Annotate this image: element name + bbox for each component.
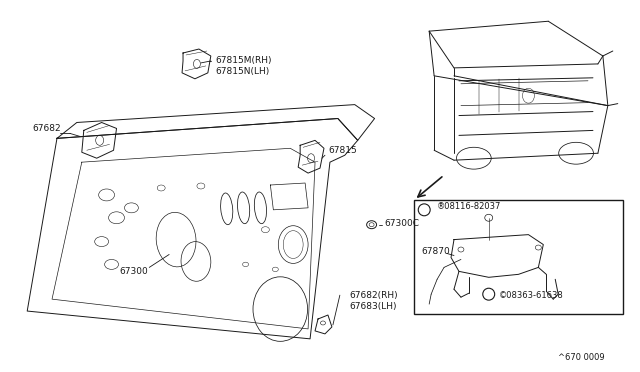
Text: ©08363-61638: ©08363-61638 [499, 291, 563, 300]
Text: 67300: 67300 [120, 267, 148, 276]
Text: 67815N(LH): 67815N(LH) [216, 67, 270, 76]
Bar [414, 200, 623, 314]
Text: 67683(LH): 67683(LH) [350, 302, 397, 311]
Text: 67815: 67815 [328, 146, 356, 155]
Text: ®08116-82037: ®08116-82037 [437, 202, 502, 211]
Text: 67870: 67870 [421, 247, 450, 256]
Text: ^670 0009: ^670 0009 [558, 353, 605, 362]
Text: 67682: 67682 [32, 124, 61, 133]
Text: 67682(RH): 67682(RH) [350, 291, 399, 300]
Text: 67300C: 67300C [385, 219, 419, 228]
Text: 67815M(RH): 67815M(RH) [216, 56, 272, 65]
